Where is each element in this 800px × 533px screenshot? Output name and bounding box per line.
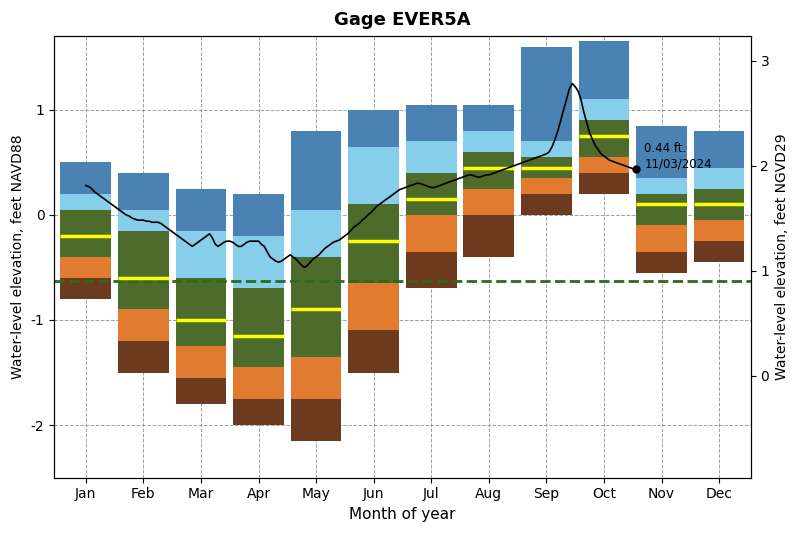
Bar [694, 241, 745, 262]
Bar [118, 231, 169, 310]
Y-axis label: Water-level elevation, feet NAVD88: Water-level elevation, feet NAVD88 [11, 135, 25, 379]
Bar [463, 152, 514, 189]
Bar [636, 126, 687, 178]
Bar [118, 341, 169, 373]
Bar [636, 252, 687, 273]
Bar [636, 178, 687, 194]
Bar [578, 99, 630, 120]
Bar [463, 131, 514, 152]
Bar [61, 278, 111, 299]
Bar [176, 278, 226, 346]
Bar [406, 141, 457, 173]
Bar [406, 104, 457, 141]
Bar [578, 173, 630, 194]
Bar [290, 257, 342, 357]
Bar [578, 120, 630, 157]
Bar [176, 378, 226, 404]
Bar [406, 252, 457, 288]
Bar [118, 310, 169, 341]
Bar [463, 104, 514, 131]
Bar [233, 194, 284, 236]
Bar [118, 173, 169, 209]
Bar [636, 225, 687, 252]
Y-axis label: Water-level elevation, feet NGVD29: Water-level elevation, feet NGVD29 [775, 134, 789, 380]
Bar [290, 209, 342, 257]
Bar [694, 220, 745, 241]
Bar [176, 346, 226, 378]
Bar [290, 131, 342, 209]
Bar [176, 231, 226, 278]
Bar [348, 204, 399, 283]
Bar [348, 330, 399, 373]
Bar [463, 215, 514, 257]
Bar [348, 283, 399, 330]
Bar [348, 110, 399, 147]
Text: 0.44 ft.
11/03/2024: 0.44 ft. 11/03/2024 [644, 142, 712, 170]
Bar [290, 357, 342, 399]
Bar [636, 194, 687, 225]
Bar [521, 47, 572, 141]
Bar [118, 209, 169, 231]
Bar [233, 288, 284, 367]
Bar [176, 189, 226, 231]
Bar [521, 141, 572, 157]
Bar [406, 215, 457, 252]
Bar [694, 167, 745, 189]
Bar [233, 367, 284, 399]
Bar [521, 178, 572, 194]
Bar [61, 163, 111, 194]
Bar [233, 236, 284, 288]
Bar [406, 173, 457, 215]
Bar [61, 194, 111, 209]
X-axis label: Month of year: Month of year [349, 507, 456, 522]
Bar [578, 157, 630, 173]
Bar [694, 189, 745, 220]
Bar [694, 131, 745, 167]
Bar [521, 157, 572, 178]
Bar [578, 42, 630, 99]
Bar [521, 194, 572, 215]
Bar [233, 399, 284, 425]
Bar [463, 189, 514, 215]
Bar [61, 257, 111, 278]
Bar [290, 399, 342, 441]
Bar [61, 209, 111, 257]
Title: Gage EVER5A: Gage EVER5A [334, 11, 470, 29]
Bar [348, 147, 399, 204]
